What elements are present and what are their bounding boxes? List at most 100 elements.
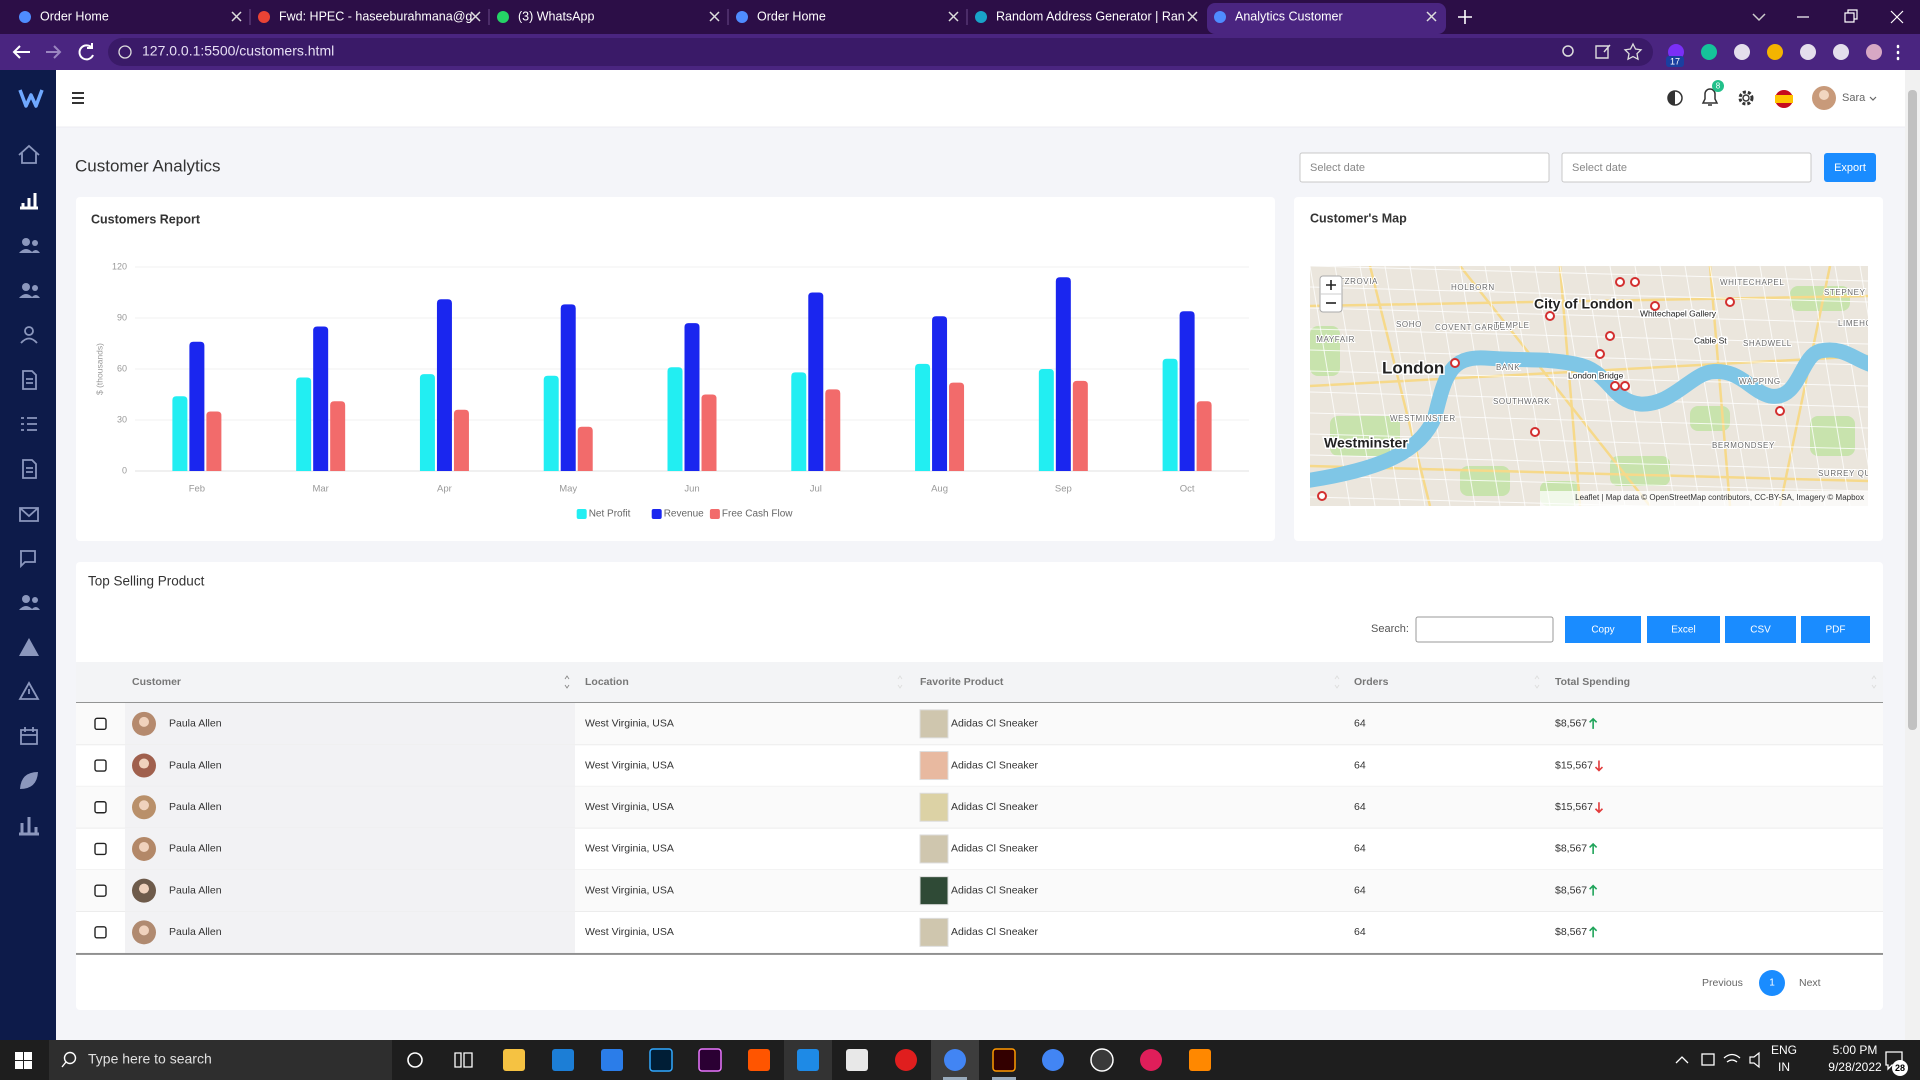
taskbar-app[interactable] xyxy=(1042,1049,1064,1071)
legend-label[interactable]: Net Profit xyxy=(589,509,631,520)
sidebar-nav-item[interactable] xyxy=(22,459,37,479)
sidebar-nav-item[interactable] xyxy=(19,638,39,656)
end-date-input[interactable] xyxy=(1561,152,1812,183)
tray-date[interactable]: 9/28/2022 xyxy=(1828,1060,1882,1074)
sort-icon[interactable] xyxy=(1871,675,1877,689)
sort-icon[interactable] xyxy=(1534,675,1540,689)
row-checkbox[interactable] xyxy=(94,884,107,897)
logo[interactable] xyxy=(18,89,44,108)
window-close[interactable] xyxy=(1890,10,1904,24)
tab-title[interactable]: (3) WhatsApp xyxy=(518,9,594,23)
column-header[interactable]: Orders xyxy=(1354,676,1389,688)
tab-close[interactable] xyxy=(470,11,481,22)
tray-volume[interactable] xyxy=(1749,1051,1760,1069)
browser-tab[interactable]: Order Home xyxy=(736,9,968,25)
column-header[interactable]: Customer xyxy=(132,676,181,688)
row-checkbox[interactable] xyxy=(94,926,107,939)
reload-button[interactable] xyxy=(78,43,94,61)
browser-tab[interactable]: (3) WhatsApp xyxy=(497,9,729,25)
sort-icon[interactable] xyxy=(897,675,903,689)
sidebar-nav-item[interactable] xyxy=(19,283,40,298)
taskbar-search-placeholder[interactable]: Type here to search xyxy=(88,1051,212,1067)
export-table-button[interactable] xyxy=(1801,616,1870,643)
window-restore[interactable] xyxy=(1844,9,1858,23)
legend-item[interactable]: Net Profit xyxy=(576,509,631,520)
site-info[interactable] xyxy=(118,45,132,59)
bookmark-star[interactable] xyxy=(1623,42,1643,61)
tab-close[interactable] xyxy=(948,11,959,22)
sidebar-nav-item[interactable] xyxy=(19,595,40,610)
sidebar-nav-item[interactable] xyxy=(20,727,38,745)
column-header[interactable]: Total Spending xyxy=(1555,676,1630,688)
back-button[interactable] xyxy=(12,45,30,59)
taskbar-app[interactable] xyxy=(1090,1048,1114,1072)
address-bar[interactable] xyxy=(108,38,1653,66)
tab-close[interactable] xyxy=(1426,11,1437,22)
new-tab[interactable] xyxy=(1458,10,1472,24)
legend-item[interactable]: Revenue xyxy=(651,509,704,520)
url[interactable]: 127.0.0.1:5500/customers.html xyxy=(142,43,334,59)
sidebar-nav-item[interactable] xyxy=(20,550,36,569)
sidebar-nav-item[interactable] xyxy=(20,772,38,789)
browser-tab[interactable]: Random Address Generator | Ran xyxy=(975,9,1198,23)
taskbar-app[interactable] xyxy=(698,1048,722,1072)
row-checkbox[interactable] xyxy=(94,759,107,772)
legend-label[interactable]: Revenue xyxy=(664,509,704,520)
sidebar-nav-item[interactable] xyxy=(19,817,39,836)
task-view-button[interactable] xyxy=(454,1052,473,1068)
tray-chevron[interactable] xyxy=(1675,1056,1689,1064)
taskbar-app[interactable] xyxy=(503,1049,525,1071)
pagination-current[interactable]: 1 xyxy=(1769,978,1775,989)
taskbar-app[interactable] xyxy=(1140,1049,1162,1071)
taskbar-app[interactable] xyxy=(895,1049,917,1071)
hamburger[interactable] xyxy=(72,92,84,104)
extension-icon[interactable] xyxy=(1734,44,1750,60)
row-checkbox[interactable] xyxy=(94,842,107,856)
extension-icon[interactable] xyxy=(1833,44,1849,60)
tab-title[interactable]: Random Address Generator | Ran xyxy=(996,9,1185,23)
tray-region[interactable]: IN xyxy=(1778,1060,1790,1074)
pagination-current-bg[interactable] xyxy=(1759,970,1785,996)
export-table-button[interactable] xyxy=(1565,616,1641,643)
sidebar-nav-item[interactable] xyxy=(20,326,38,344)
export-table-button-label[interactable]: Excel xyxy=(1671,625,1695,636)
export-table-button-label[interactable]: PDF xyxy=(1826,625,1846,636)
start-button[interactable] xyxy=(24,1052,32,1060)
taskbar-search[interactable] xyxy=(49,1040,392,1080)
legend-label[interactable]: Free Cash Flow xyxy=(722,509,793,520)
export-table-button-label[interactable]: CSV xyxy=(1750,625,1771,636)
tray-icon[interactable] xyxy=(1701,1053,1715,1066)
zoom-in[interactable] xyxy=(1326,280,1336,290)
tab-close[interactable] xyxy=(1187,11,1198,22)
search-input[interactable] xyxy=(1415,616,1554,643)
notification-center[interactable] xyxy=(1885,1051,1903,1071)
theme-toggle-ring[interactable] xyxy=(1667,90,1683,106)
extension-icon[interactable] xyxy=(1767,44,1783,60)
tab-title[interactable]: Order Home xyxy=(757,9,826,23)
taskbar-app[interactable] xyxy=(748,1049,770,1071)
export-button[interactable] xyxy=(1824,153,1876,182)
extension-icon[interactable] xyxy=(1701,44,1717,60)
tray-language[interactable]: ENG xyxy=(1771,1043,1797,1057)
start-button[interactable] xyxy=(15,1061,23,1069)
tab-title[interactable]: Analytics Customer xyxy=(1235,9,1343,23)
row-checkbox[interactable] xyxy=(94,717,107,731)
share-icon[interactable] xyxy=(1595,44,1611,59)
sort-icon[interactable] xyxy=(564,675,570,689)
taskbar-app[interactable] xyxy=(992,1048,1016,1072)
tab-title[interactable]: Fwd: HPEC - haseeburahmana@g xyxy=(279,9,472,23)
taskbar-app[interactable] xyxy=(601,1049,623,1071)
browser-tab[interactable]: Fwd: HPEC - haseeburahmana@g xyxy=(258,9,490,25)
taskbar-app[interactable] xyxy=(797,1049,819,1071)
sidebar-nav-item[interactable] xyxy=(18,144,40,164)
sidebar-nav-item[interactable] xyxy=(18,681,40,700)
forward-button[interactable] xyxy=(46,45,62,59)
taskbar-app[interactable] xyxy=(1189,1049,1211,1071)
tray-time[interactable]: 5:00 PM xyxy=(1833,1043,1878,1057)
browser-tab[interactable]: Order Home xyxy=(19,9,251,25)
legend-item[interactable]: Free Cash Flow xyxy=(709,509,793,520)
tab-title[interactable]: Order Home xyxy=(40,9,109,23)
user-name[interactable]: Sara xyxy=(1842,92,1866,104)
taskbar-app[interactable] xyxy=(649,1048,673,1072)
extension-icon[interactable] xyxy=(1800,44,1816,60)
